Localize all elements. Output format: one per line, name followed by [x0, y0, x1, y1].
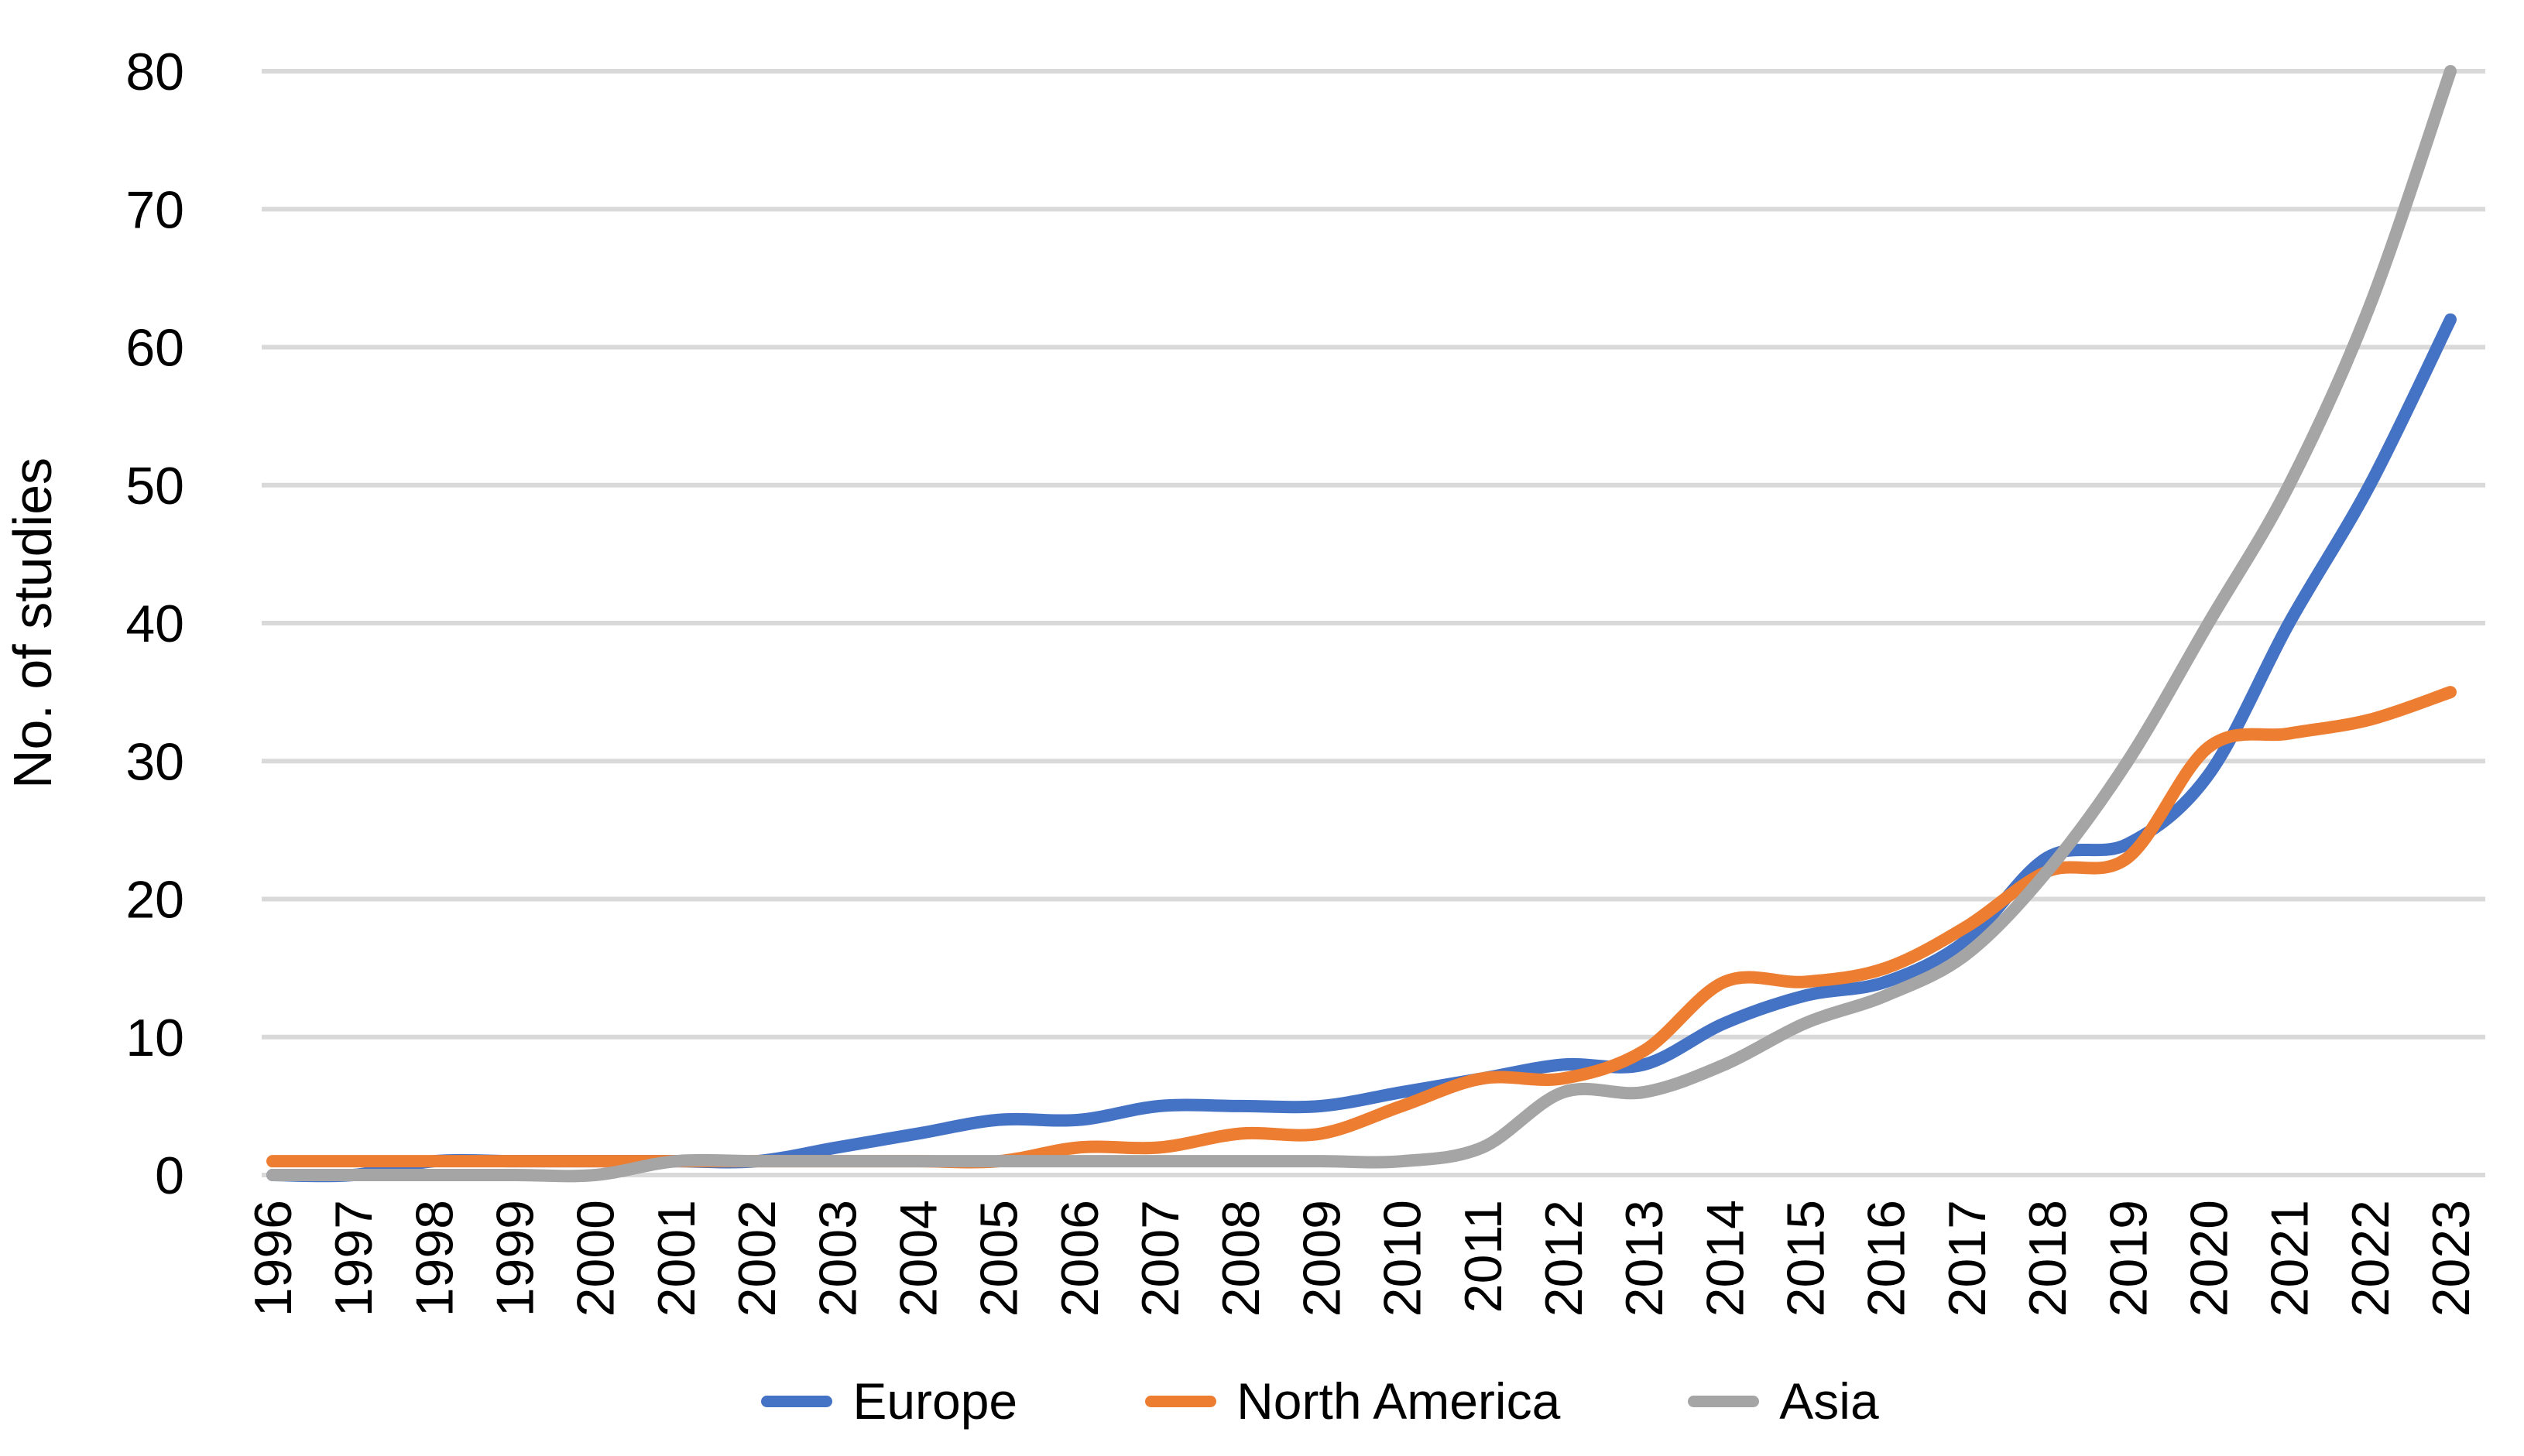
y-axis-title: No. of studies	[2, 457, 63, 789]
x-tick-label: 1997	[324, 1200, 383, 1317]
x-tick-label: 2005	[970, 1200, 1029, 1317]
x-tick-label: 2003	[808, 1200, 867, 1317]
y-tick-label: 0	[155, 1146, 184, 1205]
x-tick-label: 2017	[1938, 1200, 1997, 1317]
x-tick-label: 2006	[1051, 1200, 1109, 1317]
x-tick-label: 2002	[728, 1200, 787, 1317]
x-tick-label: 2004	[889, 1200, 948, 1317]
x-tick-label: 2014	[1696, 1200, 1754, 1317]
legend: Europe North America Asia	[0, 1351, 2524, 1451]
x-tick-label: 2008	[1212, 1200, 1271, 1317]
y-tick-label: 20	[125, 871, 184, 930]
x-tick-label: 2010	[1373, 1200, 1432, 1317]
x-tick-label: 1996	[244, 1200, 303, 1317]
legend-label-europe: Europe	[852, 1372, 1018, 1430]
y-tick-label: 50	[125, 457, 184, 516]
x-tick-label: 2023	[2422, 1200, 2481, 1317]
x-tick-label: 2016	[1857, 1200, 1916, 1317]
legend-item-north-america: North America	[1145, 1372, 1560, 1430]
legend-label-asia: Asia	[1779, 1372, 1879, 1430]
legend-item-asia: Asia	[1688, 1372, 1879, 1430]
legend-swatch-asia	[1688, 1395, 1760, 1407]
y-tick-label: 40	[125, 594, 184, 653]
y-tick-label: 80	[125, 43, 184, 101]
series-line-europe	[266, 313, 2457, 1183]
x-tick-label: 2012	[1535, 1200, 1593, 1317]
x-tick-label: 2015	[1777, 1200, 1836, 1317]
x-tick-label: 2018	[2018, 1200, 2077, 1317]
x-tick-label: 2022	[2341, 1200, 2400, 1317]
y-tick-label: 70	[125, 180, 184, 239]
x-tick-label: 1999	[486, 1200, 545, 1317]
legend-swatch-europe	[761, 1395, 833, 1407]
legend-label-north-america: North America	[1236, 1372, 1561, 1430]
x-tick-label: 2011	[1454, 1200, 1513, 1313]
x-tick-label: 2007	[1131, 1200, 1190, 1317]
x-tick-label: 2000	[567, 1200, 626, 1317]
y-tick-label: 10	[125, 1009, 184, 1067]
x-tick-label: 2013	[1615, 1200, 1674, 1317]
x-tick-label: 2019	[2099, 1200, 2158, 1317]
x-tick-label: 2020	[2179, 1200, 2238, 1317]
x-tick-label: 2021	[2261, 1200, 2320, 1317]
series-line-asia	[266, 65, 2457, 1183]
legend-item-europe: Europe	[761, 1372, 1017, 1430]
line-chart-plot: 0 10 20 30 40 50 60 70 80 1996 1997 1998 1999 2000 200…	[2, 43, 2485, 1317]
legend-swatch-north-america	[1145, 1395, 1217, 1407]
y-tick-label: 60	[125, 319, 184, 378]
x-tick-label: 2009	[1292, 1200, 1351, 1317]
x-tick-label: 2001	[647, 1200, 706, 1317]
y-tick-label: 30	[125, 732, 184, 791]
x-tick-label: 1998	[405, 1200, 464, 1317]
